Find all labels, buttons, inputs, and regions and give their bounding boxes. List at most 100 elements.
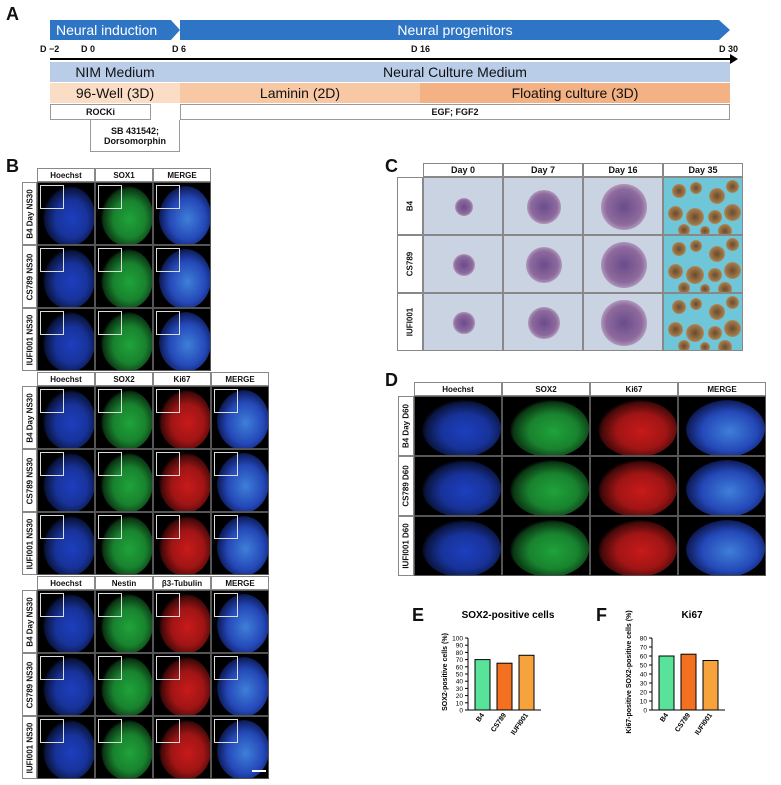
- panel-b-row-label-3-1: B4 Day NS30: [22, 590, 37, 653]
- organoid: [690, 298, 702, 310]
- tissue-section[interactable]: [598, 460, 677, 515]
- tissue-section[interactable]: [216, 453, 268, 511]
- tissue-section[interactable]: [216, 390, 268, 448]
- organoid: [686, 266, 704, 284]
- chart-e-y-tick-label: 80: [456, 650, 464, 657]
- organoid: [709, 304, 725, 320]
- chart-e-y-tick-label: 10: [456, 700, 464, 707]
- panel-b-image-3-2-3: [153, 653, 211, 716]
- spheroid: [452, 253, 476, 277]
- neural-culture-medium-label: Neural Culture Medium: [383, 64, 527, 80]
- tissue-section[interactable]: [686, 460, 765, 515]
- tissue-section[interactable]: [216, 657, 268, 715]
- spheroid: [600, 241, 648, 289]
- tissue-section[interactable]: [100, 390, 152, 448]
- panel-b-header-1-2: SOX1: [95, 168, 153, 182]
- tissue-section[interactable]: [422, 460, 501, 515]
- tissue-section[interactable]: [510, 460, 589, 515]
- tissue-section[interactable]: [42, 249, 94, 307]
- panel-b-image-2-1-2: [95, 386, 153, 449]
- tissue-section[interactable]: [686, 520, 765, 575]
- tissue-section[interactable]: [686, 400, 765, 455]
- panel-d-image-1-1: [414, 396, 502, 456]
- chart-e-y-tick-label: 30: [456, 686, 464, 693]
- tissue-section[interactable]: [598, 520, 677, 575]
- panel-b-row-text: IUFI001 NS30: [25, 722, 34, 773]
- tissue-section[interactable]: [42, 657, 94, 715]
- chart-f-x-tick-label: CS789: [674, 712, 692, 734]
- zoom-inset: [214, 452, 238, 476]
- panel-d-header-4: MERGE: [678, 382, 766, 396]
- tissue-section[interactable]: [216, 516, 268, 574]
- tissue-section[interactable]: [100, 186, 152, 244]
- panel-b-header-1-3: MERGE: [153, 168, 211, 182]
- panel-b-header-3-2: Nestin: [95, 576, 153, 590]
- egf-fgf2-label: EGF; FGF2: [431, 107, 479, 117]
- tissue-section[interactable]: [158, 453, 210, 511]
- panel-b-row-label-3-2: CS789 NS30: [22, 653, 37, 716]
- zoom-inset: [98, 389, 122, 413]
- tissue-section[interactable]: [422, 400, 501, 455]
- panel-b-row-label-3-3: IUFI001 NS30: [22, 716, 37, 779]
- timeline-arrowhead: [730, 54, 738, 64]
- tissue-section[interactable]: [100, 453, 152, 511]
- chart-f-y-tick-label: 60: [640, 654, 648, 661]
- tissue-section[interactable]: [42, 312, 94, 370]
- tissue-section[interactable]: [598, 400, 677, 455]
- chart-f-y-tick-label: 50: [640, 663, 648, 670]
- chart-e-y-tick-label: 20: [456, 693, 464, 700]
- chart-e-x-tick-label: B4: [475, 712, 486, 723]
- panel-b-image-2-1-1: [37, 386, 95, 449]
- tissue-section[interactable]: [158, 516, 210, 574]
- panel-b-header-3-4: MERGE: [211, 576, 269, 590]
- organoid: [708, 268, 722, 282]
- zoom-inset: [98, 311, 122, 335]
- panel-b-image-2-2-4: [211, 449, 269, 512]
- chart-e-bar-b4: [474, 659, 491, 711]
- panel-b-image-1-2-1: [37, 245, 95, 308]
- chart-e-title: SOX2-positive cells: [462, 610, 555, 621]
- zoom-inset: [214, 389, 238, 413]
- tissue-section[interactable]: [100, 720, 152, 778]
- tissue-section[interactable]: [100, 657, 152, 715]
- tissue-section[interactable]: [42, 453, 94, 511]
- tissue-section[interactable]: [158, 390, 210, 448]
- panel-d-image-2-4: [678, 456, 766, 516]
- tissue-section[interactable]: [510, 520, 589, 575]
- panel-b-row-text: CS789 NS30: [25, 661, 34, 708]
- zoom-inset: [156, 311, 180, 335]
- panel-b-row-text: B4 Day NS30: [25, 188, 34, 239]
- tissue-section[interactable]: [100, 312, 152, 370]
- panel-d-row-label-3: IUFI001 D60: [398, 516, 414, 576]
- organoid: [668, 206, 683, 221]
- well-96-bar: 96-Well (3D): [50, 83, 180, 103]
- chart-f-bar-cs789: [680, 653, 697, 711]
- tissue-section[interactable]: [158, 720, 210, 778]
- tissue-section[interactable]: [42, 186, 94, 244]
- panel-d-image-1-3: [590, 396, 678, 456]
- chart-e-bar-cs789: [496, 662, 513, 711]
- tissue-section[interactable]: [158, 657, 210, 715]
- tissue-section[interactable]: [42, 720, 94, 778]
- tissue-section[interactable]: [158, 312, 210, 370]
- tissue-section[interactable]: [216, 720, 268, 778]
- chart-f-y-tick-label: 10: [640, 699, 648, 706]
- tissue-section[interactable]: [100, 594, 152, 652]
- panel-b-image-3-3-1: [37, 716, 95, 779]
- tissue-section[interactable]: [422, 520, 501, 575]
- tissue-section[interactable]: [158, 594, 210, 652]
- chart-f-bar-b4: [658, 655, 675, 711]
- tissue-section[interactable]: [216, 594, 268, 652]
- tissue-section[interactable]: [158, 186, 210, 244]
- tissue-section[interactable]: [510, 400, 589, 455]
- tissue-section[interactable]: [42, 516, 94, 574]
- panel-b-image-2-2-3: [153, 449, 211, 512]
- tissue-section[interactable]: [158, 249, 210, 307]
- tissue-section[interactable]: [100, 249, 152, 307]
- tissue-section[interactable]: [42, 594, 94, 652]
- panel-d-image-2-2: [502, 456, 590, 516]
- panel-c-row-text: IUFI001: [405, 307, 415, 337]
- tissue-section[interactable]: [42, 390, 94, 448]
- tissue-section[interactable]: [100, 516, 152, 574]
- nim-medium-label: NIM Medium: [75, 64, 155, 80]
